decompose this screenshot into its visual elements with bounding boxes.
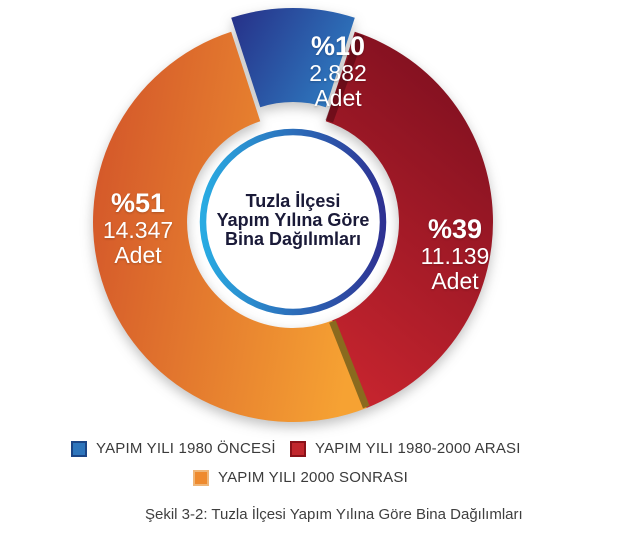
slice-label-2000-sonrasi: %51 14.347 Adet [68,189,208,268]
unit-label: Adet [431,268,479,294]
legend-swatch-orange-icon [193,469,209,486]
percent-label: %10 [310,31,366,61]
center-title-line: Yapım Yılına Göre [216,210,370,230]
percent-label: %39 [427,214,483,244]
legend-item-1980-oncesi: YAPIM YILI 1980 ÖNCESİ [71,440,276,457]
chart-center-title: Tuzla İlçesi Yapım Yılına Göre Bina Dağı… [183,192,403,249]
slice-label-1980-2000-arasi: %39 11.139 Adet [385,215,525,294]
figure-caption: Şekil 3-2: Tuzla İlçesi Yapım Yılına Gör… [145,506,523,523]
count-label: 11.139 [420,243,490,269]
legend-label: YAPIM YILI 1980-2000 ARASI [315,440,521,457]
unit-label: Adet [314,85,362,111]
center-ring [199,128,387,316]
legend-swatch-blue-icon [71,440,87,457]
unit-label: Adet [114,242,162,268]
count-label: 2.882 [309,60,367,86]
legend-label: YAPIM YILI 1980 ÖNCESİ [96,440,276,457]
percent-label: %51 [110,188,166,218]
count-label: 14.347 [102,217,174,243]
legend-label: YAPIM YILI 2000 SONRASI [218,469,408,486]
legend-item-2000-sonrasi: YAPIM YILI 2000 SONRASI [193,469,408,486]
slice-label-1980-oncesi: %10 2.882 Adet [268,32,408,111]
center-title-line: Bina Dağılımları [224,229,362,249]
center-title-line: Tuzla İlçesi [245,191,341,211]
legend-item-1980-2000-arasi: YAPIM YILI 1980-2000 ARASI [290,440,521,457]
legend-swatch-red-icon [290,440,306,457]
